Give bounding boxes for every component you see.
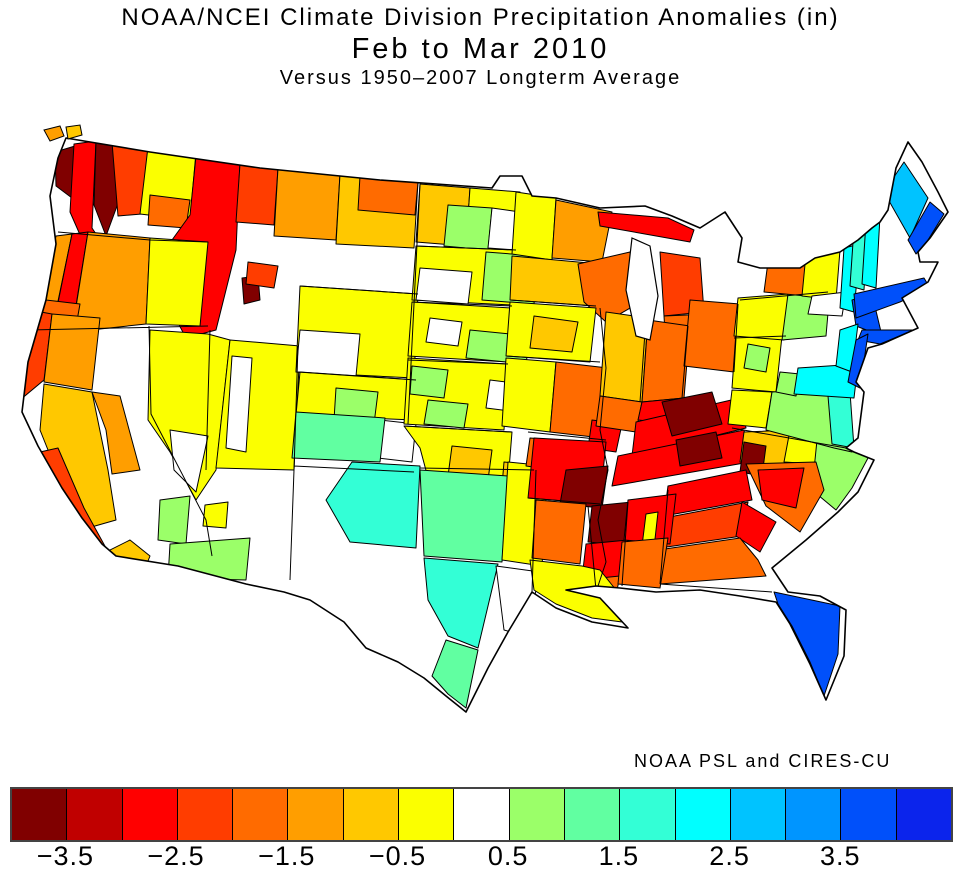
division-me-coast bbox=[907, 201, 945, 255]
division-mt-nw bbox=[235, 163, 279, 226]
colorbar-cell-11 bbox=[564, 789, 621, 840]
colorbar-cell-13 bbox=[675, 789, 731, 840]
map-subtitle-period: Feb to Mar 2010 bbox=[351, 33, 610, 65]
colorbar-cell-9 bbox=[454, 789, 510, 840]
division-tx-tip bbox=[431, 639, 479, 709]
lake-michigan bbox=[625, 237, 659, 341]
division-ne-white bbox=[425, 317, 463, 347]
division-wv-green bbox=[743, 343, 771, 373]
division-ca-valley bbox=[39, 383, 117, 529]
colorbar-cell-5 bbox=[233, 789, 289, 840]
division-ga-east bbox=[735, 501, 777, 553]
division-ks-green-w bbox=[409, 365, 449, 399]
division-va-bay bbox=[827, 391, 855, 449]
colorbar-tick-label: 3.5 bbox=[820, 841, 861, 871]
colorbar-tick-label: −2.5 bbox=[147, 841, 205, 871]
colorbar-cell-15 bbox=[786, 789, 842, 840]
division-wy-sw bbox=[295, 329, 361, 377]
division-va-west bbox=[727, 389, 773, 429]
colorbar-cell-1 bbox=[12, 789, 68, 840]
colorbar-tick-label: −0.5 bbox=[368, 841, 427, 871]
division-ny-south bbox=[807, 291, 847, 317]
division-tx-panhandle bbox=[325, 461, 421, 549]
division-nv bbox=[147, 329, 231, 501]
division-mn-west bbox=[511, 191, 557, 261]
colorbar-cell-14 bbox=[730, 789, 787, 840]
division-ia-amber bbox=[529, 315, 579, 353]
division-wa-islands-b bbox=[65, 124, 83, 140]
colorbar-cell-8 bbox=[399, 789, 455, 840]
division-fl-keys bbox=[825, 699, 835, 709]
colorbar-cell-2 bbox=[67, 789, 123, 840]
division-mi-up bbox=[597, 211, 695, 243]
colorbar-cell-6 bbox=[288, 789, 344, 840]
colorbar-cell-10 bbox=[509, 789, 565, 840]
colorbar-cell-16 bbox=[841, 789, 897, 840]
division-al-south bbox=[617, 537, 669, 589]
division-la-north bbox=[531, 499, 587, 565]
map-title: NOAA/NCEI Climate Division Precipitation… bbox=[121, 4, 840, 31]
division-wa-islands-a bbox=[43, 125, 65, 142]
division-sd-west-white bbox=[415, 267, 473, 305]
division-md-green bbox=[775, 371, 801, 397]
map-subtitle-baseline: Versus 1950–2007 Longterm Average bbox=[279, 67, 682, 89]
division-ky-dark bbox=[661, 391, 723, 437]
division-az-west bbox=[157, 495, 191, 545]
us-outline bbox=[21, 137, 949, 713]
credit-text: NOAA PSL and CIRES-CU bbox=[634, 751, 892, 771]
division-wi bbox=[577, 251, 645, 323]
division-me-coast-inner bbox=[883, 161, 929, 239]
division-tx-south bbox=[423, 557, 499, 649]
colorbar-tick-label: −1.5 bbox=[258, 841, 316, 871]
division-ks-green-s bbox=[423, 399, 469, 429]
division-nm-yellow bbox=[202, 501, 229, 529]
colorbar-cell-17 bbox=[896, 789, 952, 840]
colorbar-cell-7 bbox=[343, 789, 400, 840]
division-sc-red bbox=[757, 467, 805, 509]
colorbar bbox=[10, 787, 953, 842]
division-nd-green bbox=[443, 204, 493, 251]
division-tn-dark-w bbox=[675, 431, 723, 467]
colorbar-cell-3 bbox=[122, 789, 178, 840]
division-ca-sierra bbox=[91, 391, 141, 475]
division-oh bbox=[683, 299, 741, 373]
division-mo-west bbox=[501, 357, 557, 433]
colorbar-tick-label: −3.5 bbox=[36, 841, 94, 871]
division-ca-ne bbox=[43, 313, 101, 391]
division-mt-center bbox=[273, 167, 341, 241]
division-ny-adirondack bbox=[811, 201, 853, 247]
colorbar-tick-label: 2.5 bbox=[709, 841, 750, 871]
division-boundary-lines bbox=[29, 183, 847, 593]
colorbar-tick-label: 0.5 bbox=[487, 841, 529, 871]
colorbar-labels: −3.5 −2.5 −1.5 −0.5 0.5 1.5 2.5 3.5 bbox=[10, 841, 951, 873]
division-tx-central bbox=[419, 469, 509, 563]
division-ut-west bbox=[225, 355, 253, 453]
division-wy-nw bbox=[245, 261, 279, 289]
division-or-east bbox=[145, 237, 209, 327]
division-pa-west bbox=[733, 293, 789, 341]
colorbar-tick-label: 1.5 bbox=[598, 841, 640, 871]
climate-division-patches bbox=[22, 139, 945, 709]
division-co-se-aqua bbox=[291, 411, 386, 463]
colorbar-cell-4 bbox=[177, 789, 234, 840]
colorbar-cell-12 bbox=[620, 789, 676, 840]
